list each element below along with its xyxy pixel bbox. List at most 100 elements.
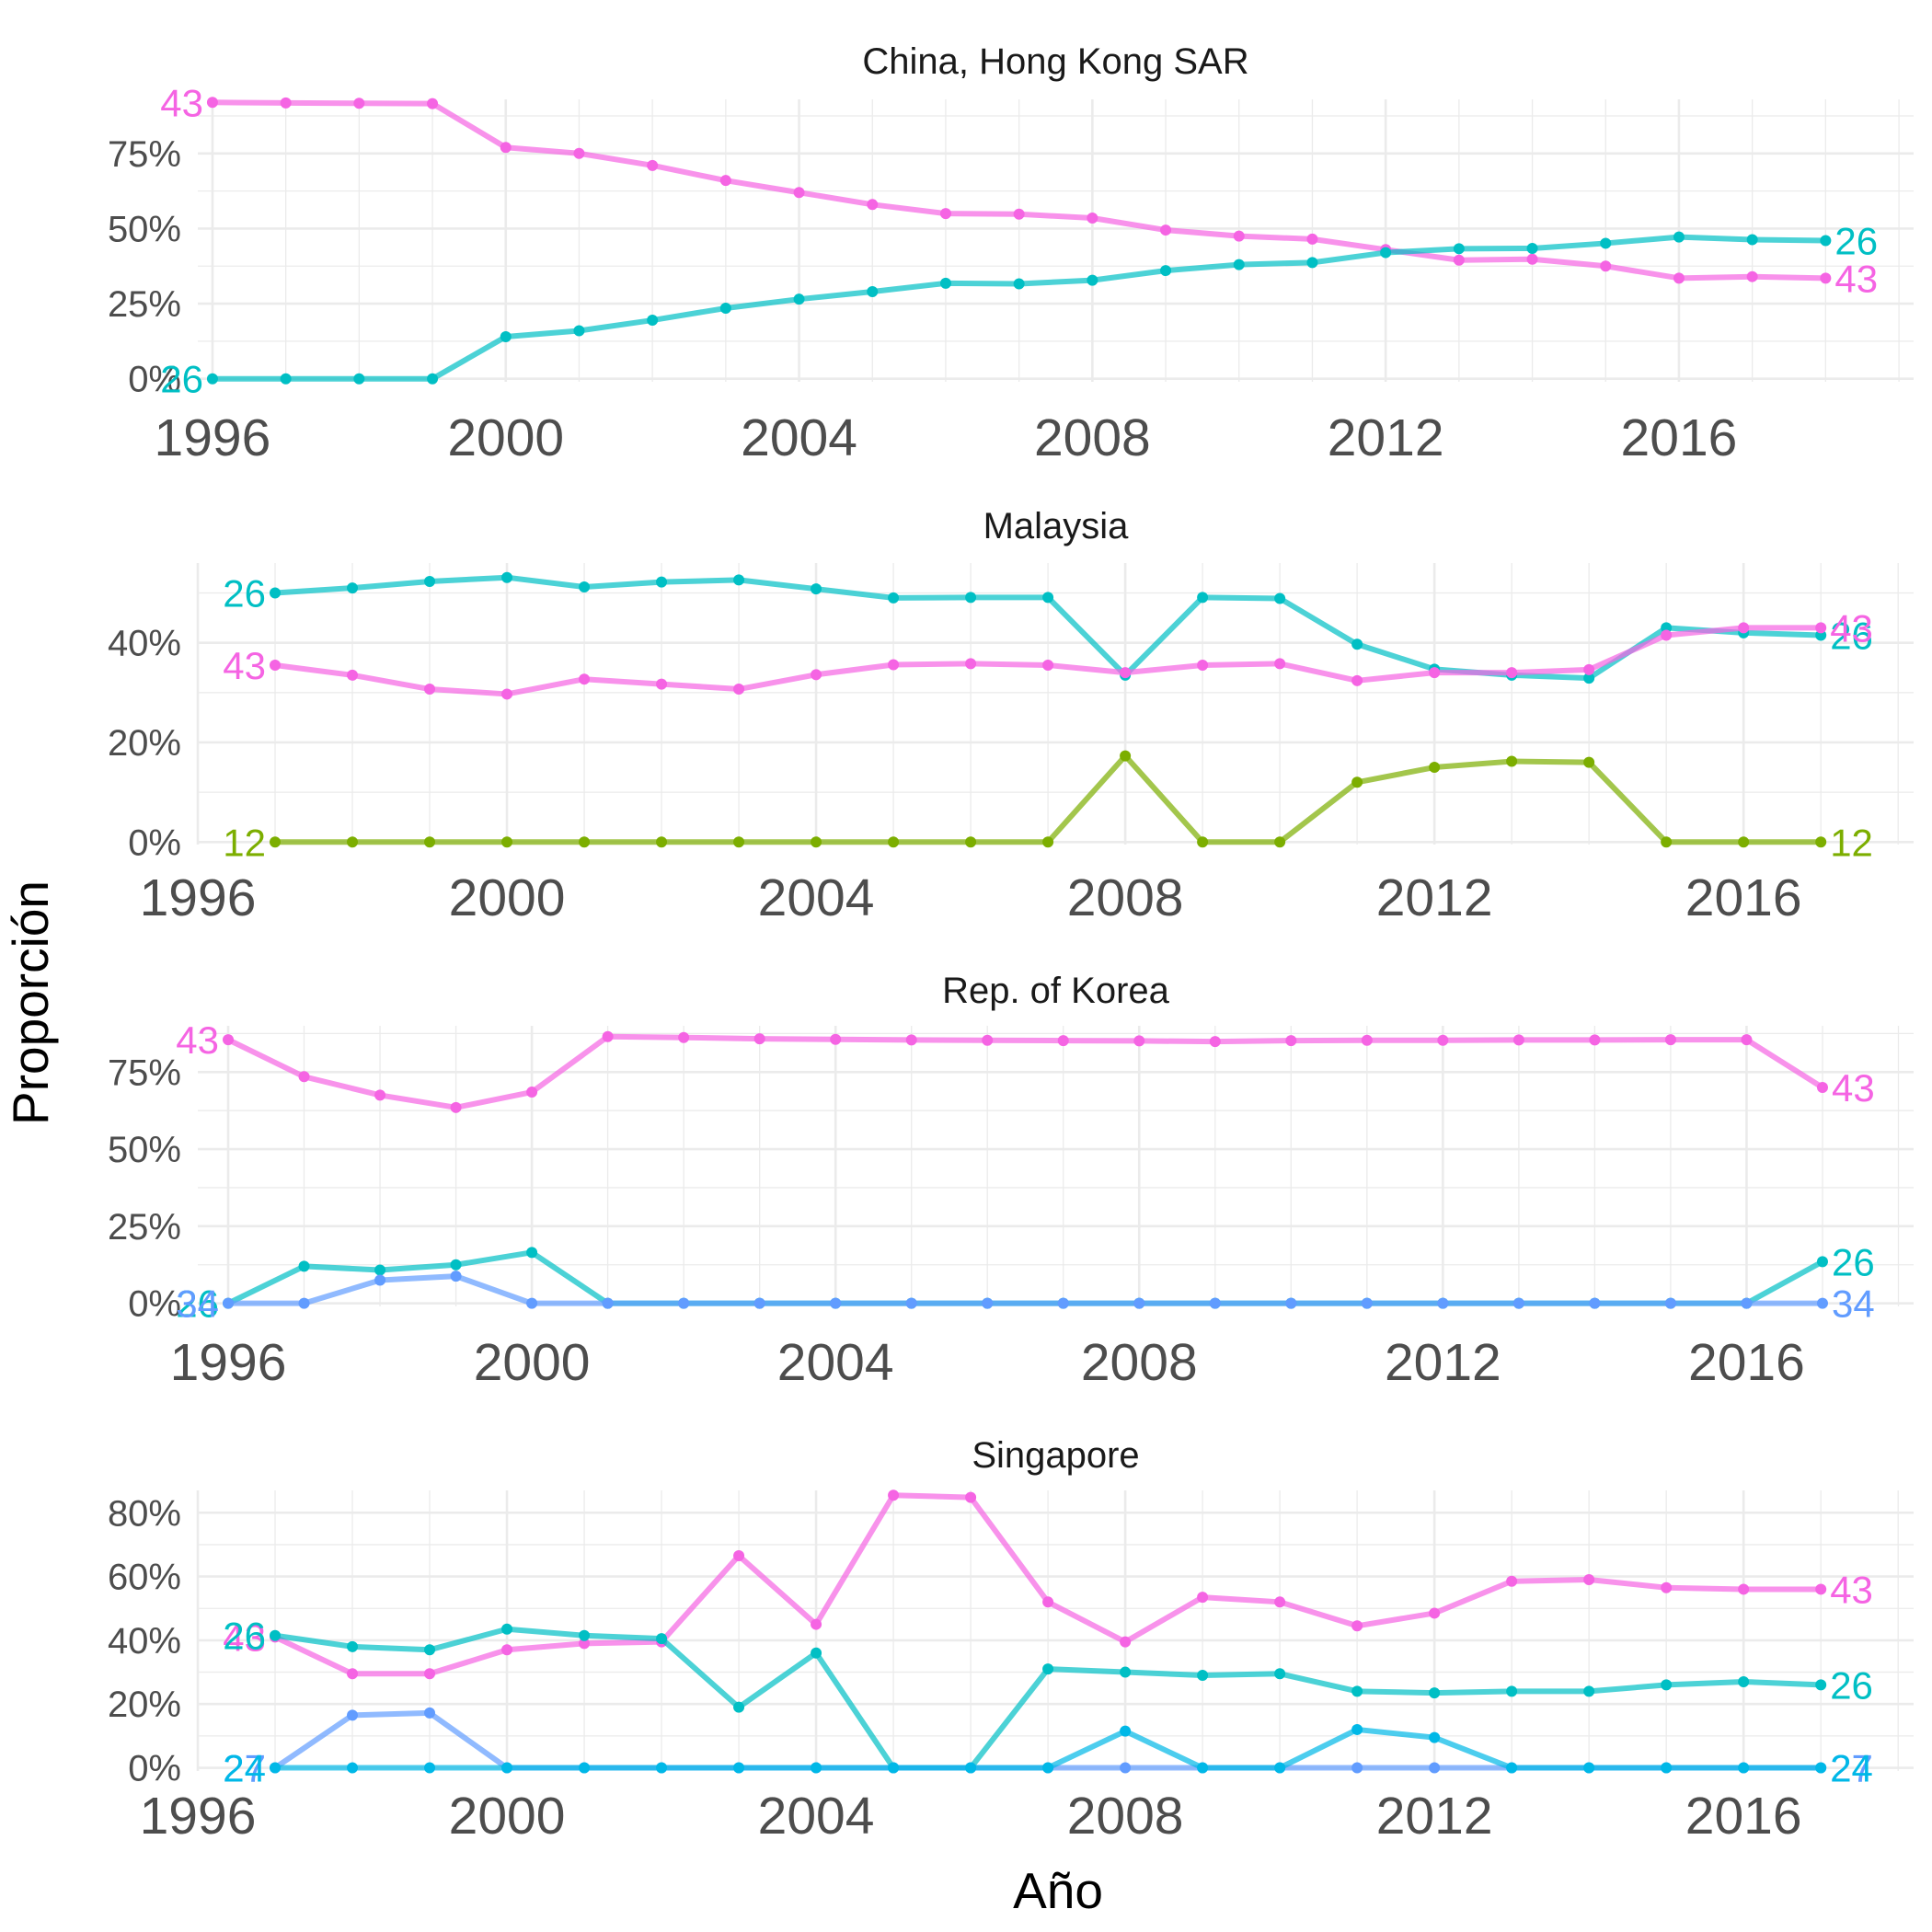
- data-point: [733, 684, 745, 696]
- data-point: [1133, 1035, 1145, 1047]
- data-point: [347, 582, 359, 594]
- x-tick-label: 2016: [1688, 1333, 1805, 1392]
- data-point: [1506, 1762, 1518, 1774]
- data-point: [1820, 235, 1832, 247]
- y-tick-label: 40%: [108, 1621, 181, 1662]
- data-point: [656, 1633, 668, 1645]
- x-tick-label: 2004: [741, 408, 857, 467]
- series-start-label: 43: [176, 1018, 219, 1062]
- facet-title: Rep. of Korea: [942, 971, 1170, 1011]
- data-point: [811, 669, 822, 681]
- x-tick-label: 2016: [1685, 1787, 1802, 1846]
- data-point: [811, 1618, 822, 1630]
- data-point: [1057, 1297, 1069, 1309]
- data-point: [424, 1668, 436, 1680]
- series-start-label: 26: [176, 1282, 219, 1326]
- data-point: [1661, 1679, 1673, 1691]
- data-point: [753, 1297, 765, 1309]
- data-point: [579, 836, 591, 848]
- data-point: [501, 836, 513, 848]
- y-tick-label: 20%: [108, 1685, 181, 1725]
- data-point: [1600, 260, 1612, 272]
- data-point: [830, 1297, 842, 1309]
- data-point: [1285, 1297, 1297, 1309]
- data-point: [1664, 1034, 1676, 1046]
- data-point: [888, 1489, 900, 1501]
- data-point: [678, 1031, 690, 1043]
- data-point: [1274, 592, 1286, 604]
- data-point: [1087, 213, 1098, 224]
- x-tick-label: 2008: [1081, 1333, 1198, 1392]
- data-point: [450, 1259, 462, 1271]
- data-point: [1583, 1762, 1595, 1774]
- y-tick-label: 50%: [108, 1130, 181, 1170]
- y-tick-label: 75%: [108, 134, 181, 175]
- series-end-label: 43: [1830, 606, 1873, 650]
- data-point: [1120, 750, 1132, 762]
- data-point: [427, 98, 439, 109]
- data-point: [1815, 1762, 1827, 1774]
- data-point: [270, 587, 282, 599]
- data-point: [573, 147, 585, 159]
- data-point: [1197, 1592, 1209, 1604]
- data-point: [1820, 272, 1832, 284]
- data-point: [424, 1707, 436, 1719]
- data-point: [1120, 1762, 1132, 1774]
- data-point: [1506, 1575, 1518, 1587]
- series-line: [226, 1033, 1824, 1110]
- x-tick-label: 2000: [474, 1333, 591, 1392]
- data-point: [1738, 1583, 1750, 1595]
- data-point: [1429, 667, 1441, 679]
- data-point: [501, 1623, 513, 1635]
- data-point: [656, 836, 668, 848]
- series-start-label: 26: [160, 358, 203, 401]
- data-point: [753, 1033, 765, 1045]
- data-point: [427, 373, 439, 385]
- data-point: [1120, 1725, 1132, 1737]
- data-point: [939, 208, 951, 220]
- data-point: [811, 583, 822, 595]
- data-point: [965, 836, 977, 848]
- data-point: [1120, 667, 1132, 679]
- data-point: [1746, 270, 1758, 282]
- data-point: [733, 1550, 745, 1562]
- data-point: [905, 1034, 917, 1046]
- data-point: [347, 1640, 359, 1652]
- data-point: [526, 1247, 538, 1259]
- data-point: [223, 1034, 235, 1046]
- data-point: [424, 576, 436, 588]
- data-point: [1453, 243, 1465, 255]
- x-tick-label: 2004: [758, 1787, 875, 1846]
- x-tick-label: 2012: [1376, 1787, 1493, 1846]
- data-point: [1361, 1034, 1373, 1046]
- data-point: [965, 1491, 977, 1503]
- y-tick-label: 50%: [108, 209, 181, 249]
- data-point: [1351, 1685, 1363, 1697]
- facet-panel: Singapore 0% 20% 40% 60% 80% 1996 2000 2004 2008 2…: [108, 1435, 1914, 1846]
- data-point: [1197, 592, 1209, 604]
- data-point: [1042, 1762, 1054, 1774]
- x-tick-label: 2016: [1685, 868, 1802, 927]
- data-point: [1120, 1666, 1132, 1678]
- data-point: [939, 277, 951, 289]
- facet-title: China, Hong Kong SAR: [862, 41, 1248, 82]
- x-tick-label: 2000: [449, 1787, 566, 1846]
- data-point: [602, 1030, 614, 1042]
- series-end-label: 26: [1832, 1240, 1875, 1283]
- facet-panel: Malaysia 0% 20% 40% 1996 2000 2004 2008 2012 2016…: [108, 506, 1914, 927]
- data-point: [1209, 1297, 1221, 1309]
- data-point: [347, 669, 359, 681]
- data-point: [1673, 231, 1685, 243]
- data-point: [1815, 1583, 1827, 1595]
- data-point: [1351, 1620, 1363, 1632]
- data-point: [298, 1260, 310, 1272]
- x-tick-label: 2000: [449, 868, 566, 927]
- data-point: [793, 293, 805, 305]
- data-point: [424, 836, 436, 848]
- series-start-label: 43: [223, 644, 266, 687]
- x-tick-label: 2008: [1067, 868, 1184, 927]
- data-point: [1816, 1082, 1828, 1094]
- data-point: [280, 97, 292, 109]
- data-point: [1274, 1762, 1286, 1774]
- facet-title: Malaysia: [983, 506, 1130, 546]
